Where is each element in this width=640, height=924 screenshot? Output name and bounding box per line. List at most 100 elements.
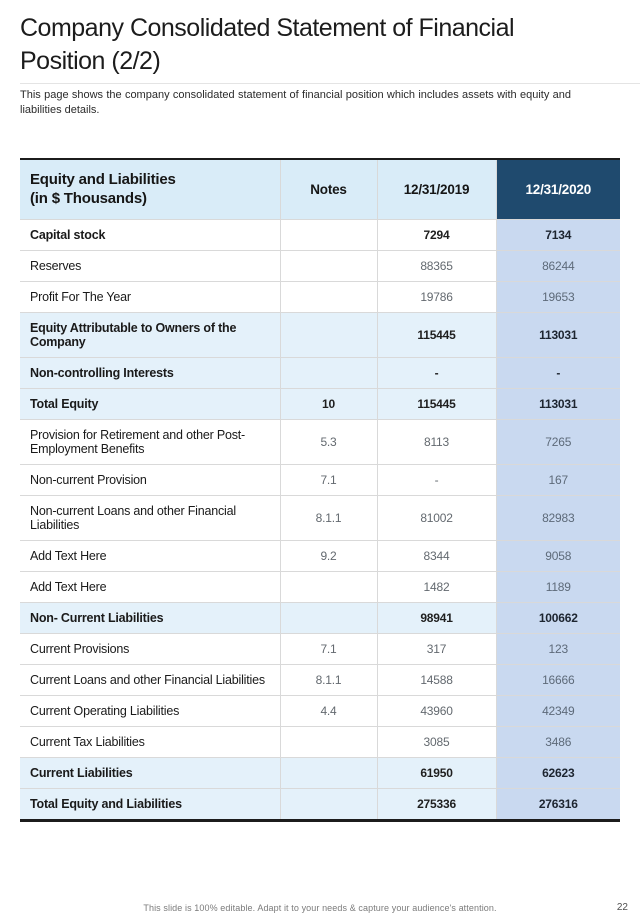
row-label: Current Liabilities xyxy=(20,757,281,789)
header-notes: Notes xyxy=(279,158,378,220)
cell-value-2020: 167 xyxy=(495,464,620,496)
title-divider xyxy=(20,83,640,84)
row-label: Add Text Here xyxy=(20,540,281,572)
table-body: Capital stock 7294 7134 Reserves 88365 86244 P… xyxy=(20,219,620,821)
cell-value-2020: - xyxy=(495,357,620,389)
row-label: Non- Current Liabilities xyxy=(20,602,281,634)
cell-value-2020: 7265 xyxy=(495,419,620,465)
cell-notes xyxy=(279,312,378,358)
row-label: Non-current Provision xyxy=(20,464,281,496)
row-label: Current Tax Liabilities xyxy=(20,726,281,758)
cell-value-2020: 276316 xyxy=(495,788,620,821)
table-row: Non- Current Liabilities 98941 100662 xyxy=(20,602,620,634)
row-label: Profit For The Year xyxy=(20,281,281,313)
cell-value-2020: 7134 xyxy=(495,219,620,251)
cell-value-2020: 113031 xyxy=(495,388,620,420)
cell-notes xyxy=(279,757,378,789)
cell-value-2019: 3085 xyxy=(376,726,497,758)
row-label: Total Equity and Liabilities xyxy=(20,788,281,821)
row-label: Equity Attributable to Owners of the Com… xyxy=(20,312,281,358)
table-row: Profit For The Year 19786 19653 xyxy=(20,281,620,313)
cell-value-2019: 8113 xyxy=(376,419,497,465)
cell-value-2020: 9058 xyxy=(495,540,620,572)
cell-value-2020: 86244 xyxy=(495,250,620,282)
cell-value-2019: 7294 xyxy=(376,219,497,251)
cell-notes xyxy=(279,219,378,251)
table-row: Non-current Provision 7.1-167 xyxy=(20,464,620,496)
table-row: Total Equity 10 115445 113031 xyxy=(20,388,620,420)
cell-notes: 9.2 xyxy=(279,540,378,572)
row-label: Current Loans and other Financial Liabil… xyxy=(20,664,281,696)
cell-value-2020: 113031 xyxy=(495,312,620,358)
table-row: Add Text Here 1482 1189 xyxy=(20,571,620,603)
cell-value-2020: 19653 xyxy=(495,281,620,313)
table-row: Current Provisions 7.1 317 123 xyxy=(20,633,620,665)
header-equity-liabilities-line1: Equity and Liabilities xyxy=(30,170,176,188)
cell-notes xyxy=(279,250,378,282)
page-title: Company Consolidated Statement of Financ… xyxy=(20,14,515,75)
table-row: Current Tax Liabilities 3085 3486 xyxy=(20,726,620,758)
table-row: Current Liabilities 61950 62623 xyxy=(20,757,620,789)
table-row: Current Operating Liabilities 4.4 43960 423… xyxy=(20,695,620,727)
row-label: Total Equity xyxy=(20,388,281,420)
cell-value-2020: 82983 xyxy=(495,495,620,541)
cell-notes: 5.3 xyxy=(279,419,378,465)
cell-value-2019: 115445 xyxy=(376,312,497,358)
row-label: Non-current Loans and other Financial Li… xyxy=(20,495,281,541)
row-label: Capital stock xyxy=(20,219,281,251)
cell-value-2019: 88365 xyxy=(376,250,497,282)
footer-note: This slide is 100% editable. Adapt it to… xyxy=(143,903,497,913)
cell-notes xyxy=(279,602,378,634)
cell-value-2019: 115445 xyxy=(376,388,497,420)
table-row: Total Equity and Liabilities 275336 276316 xyxy=(20,788,620,821)
table-row: Provision for Retirement and other Post-… xyxy=(20,419,620,465)
cell-value-2020: 3486 xyxy=(495,726,620,758)
cell-value-2019: 8344 xyxy=(376,540,497,572)
cell-notes: 8.1.1 xyxy=(279,664,378,696)
cell-notes xyxy=(279,726,378,758)
financial-position-table: Equity and Liabilities (in $ Thousands) … xyxy=(20,158,620,822)
cell-value-2019: 61950 xyxy=(376,757,497,789)
cell-value-2019: 1482 xyxy=(376,571,497,603)
table-row: Equity Attributable to Owners of the Com… xyxy=(20,312,620,358)
cell-value-2020: 100662 xyxy=(495,602,620,634)
table-row: Non-current Loans and other Financial Li… xyxy=(20,495,620,541)
cell-notes: 7.1 xyxy=(279,633,378,665)
cell-value-2020: 62623 xyxy=(495,757,620,789)
cell-value-2019: 81002 xyxy=(376,495,497,541)
cell-notes xyxy=(279,788,378,821)
cell-value-2019: 14588 xyxy=(376,664,497,696)
cell-notes: 4.4 xyxy=(279,695,378,727)
row-label: Reserves xyxy=(20,250,281,282)
cell-value-2019: - xyxy=(376,357,497,389)
cell-notes xyxy=(279,281,378,313)
cell-value-2019: - xyxy=(376,464,497,496)
header-equity-liabilities: Equity and Liabilities (in $ Thousands) xyxy=(20,158,281,220)
cell-value-2019: 275336 xyxy=(376,788,497,821)
cell-value-2020: 123 xyxy=(495,633,620,665)
cell-value-2019: 19786 xyxy=(376,281,497,313)
page-number: 22 xyxy=(616,902,628,913)
cell-value-2020: 42349 xyxy=(495,695,620,727)
cell-notes: 10 xyxy=(279,388,378,420)
header-date-2019: 12/31/2019 xyxy=(376,158,497,220)
row-label: Add Text Here xyxy=(20,571,281,603)
row-label: Current Provisions xyxy=(20,633,281,665)
header-date-2020: 12/31/2020 xyxy=(495,158,620,220)
table-header: Equity and Liabilities (in $ Thousands) … xyxy=(20,158,620,220)
header-equity-liabilities-line2: (in $ Thousands) xyxy=(30,189,147,207)
cell-notes xyxy=(279,571,378,603)
row-label: Provision for Retirement and other Post-… xyxy=(20,419,281,465)
cell-notes: 7.1 xyxy=(279,464,378,496)
table-row: Non-controlling Interests - - xyxy=(20,357,620,389)
cell-notes xyxy=(279,357,378,389)
row-label: Current Operating Liabilities xyxy=(20,695,281,727)
table-row: Reserves 88365 86244 xyxy=(20,250,620,282)
cell-value-2019: 43960 xyxy=(376,695,497,727)
page-subtitle: This page shows the company consolidated… xyxy=(20,89,571,116)
cell-notes: 8.1.1 xyxy=(279,495,378,541)
table-row: Capital stock 7294 7134 xyxy=(20,219,620,251)
table-row: Current Loans and other Financial Liabil… xyxy=(20,664,620,696)
row-label: Non-controlling Interests xyxy=(20,357,281,389)
